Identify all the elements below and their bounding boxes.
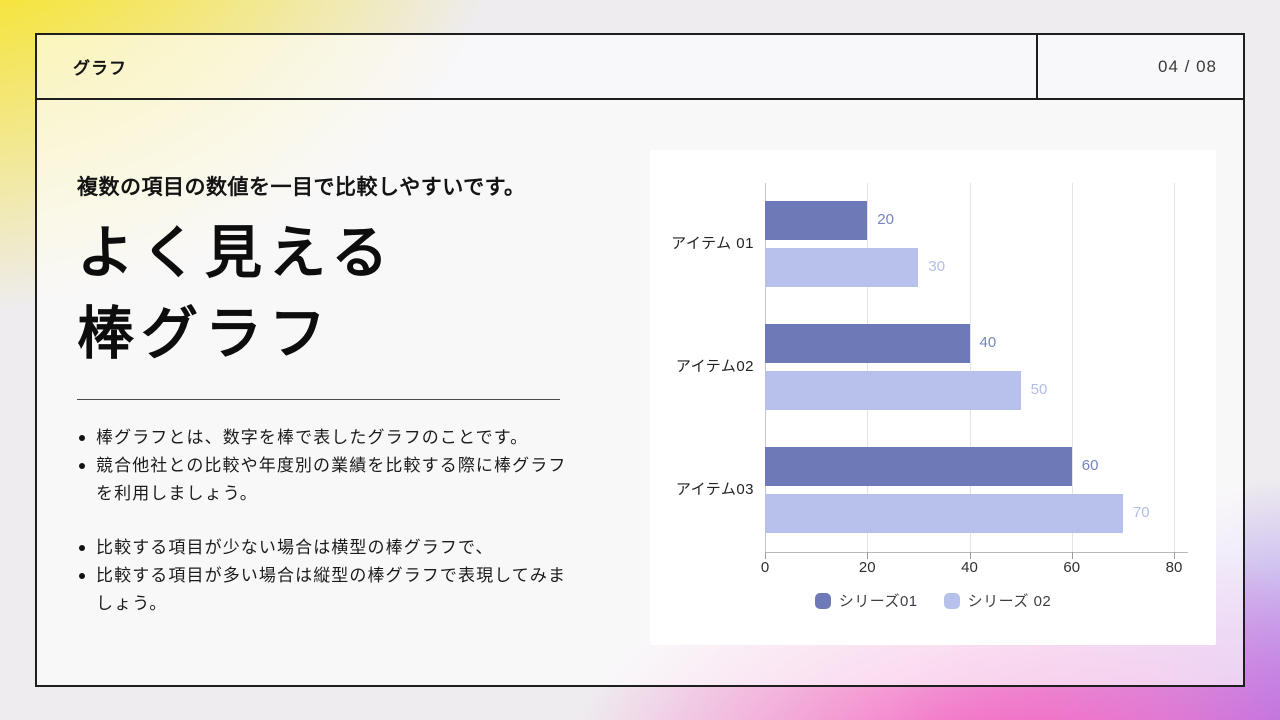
- legend-item-series1: シリーズ01: [814, 590, 918, 611]
- bullet-list-1: 棒グラフとは、数字を棒で表したグラフのことです。 競合他社との比較や年度別の業績を…: [77, 424, 569, 508]
- chart-legend: シリーズ01 シリーズ 02: [650, 590, 1216, 611]
- x-tick-mark: [1174, 552, 1175, 559]
- x-axis-line: [765, 552, 1188, 553]
- x-tick-mark: [765, 552, 766, 559]
- x-tick-label: 80: [1165, 559, 1183, 576]
- plot-area: [765, 183, 1175, 552]
- bar-value-label: 30: [928, 258, 946, 275]
- gridline: [1071, 183, 1073, 552]
- title-divider: [77, 399, 560, 401]
- x-tick-mark: [969, 552, 971, 559]
- bar-value-label: 20: [877, 211, 894, 228]
- x-tick-label: 40: [961, 559, 978, 576]
- legend-item-series2: シリーズ 02: [943, 590, 1052, 611]
- slide-body: 複数の項目の数値を一目で比較しやすいです。 よく見える 棒グラフ 棒グラフとは、…: [35, 98, 1245, 687]
- gridline: [1174, 183, 1175, 552]
- page-number: 04 / 08: [1036, 35, 1243, 98]
- header-title: グラフ: [73, 59, 127, 78]
- bar-series1-group1: [765, 201, 868, 240]
- bar-value-label: 50: [1030, 381, 1048, 398]
- x-tick-mark: [1071, 552, 1073, 559]
- slide-subtitle: 複数の項目の数値を一目で比較しやすいです。: [77, 176, 526, 199]
- x-tick-label: 20: [858, 559, 876, 576]
- text-column: 複数の項目の数値を一目で比較しやすいです。 よく見える 棒グラフ 棒グラフとは、…: [77, 100, 577, 618]
- gridline: [969, 183, 971, 552]
- x-tick-label: 60: [1063, 559, 1081, 576]
- list-item: 比較する項目が多い場合は縦型の棒グラフで表現してみましょう。: [77, 562, 569, 618]
- list-item: 棒グラフとは、数字を棒で表したグラフのことです。: [77, 424, 569, 452]
- bar-series1-group2: [765, 324, 970, 363]
- slide-title-line1: よく見える: [77, 221, 396, 286]
- legend-marker-icon: [943, 592, 960, 609]
- category-label: アイテム 01: [671, 235, 754, 252]
- bar-series2-group1: [765, 248, 919, 287]
- gridline: [765, 183, 766, 552]
- list-item: 競合他社との比較や年度別の業績を比較する際に棒グラフを利用しましょう。: [77, 452, 569, 508]
- x-tick-label: 0: [760, 559, 770, 576]
- legend-marker-icon: [814, 592, 831, 609]
- list-item: 比較する項目が少ない場合は横型の棒グラフで、: [77, 534, 569, 562]
- category-label: アイテム02: [675, 358, 754, 375]
- category-label: アイテム03: [675, 481, 754, 498]
- bar-series2-group2: [765, 371, 1021, 410]
- bar-series2-group3: [765, 494, 1123, 533]
- legend-label: シリーズ01: [838, 593, 918, 610]
- slide-title: よく見える 棒グラフ: [77, 213, 577, 375]
- bar-chart-card: シリーズ01 シリーズ 02 0 20 40 60 80 20 30 アイテム 01 40 50 アイ…: [650, 150, 1216, 645]
- bar-value-label: 40: [979, 334, 997, 351]
- legend-label: シリーズ 02: [967, 593, 1052, 610]
- bar-value-label: 70: [1132, 504, 1150, 521]
- bar-series1-group3: [765, 447, 1072, 486]
- bullet-list-2: 比較する項目が少ない場合は横型の棒グラフで、 比較する項目が多い場合は縦型の棒グラ…: [77, 534, 569, 618]
- x-tick-mark: [867, 552, 869, 559]
- gridline: [867, 183, 869, 552]
- slide-header: グラフ 04 / 08: [35, 33, 1245, 100]
- slide-title-line2: 棒グラフ: [77, 302, 333, 367]
- bar-value-label: 60: [1081, 457, 1099, 474]
